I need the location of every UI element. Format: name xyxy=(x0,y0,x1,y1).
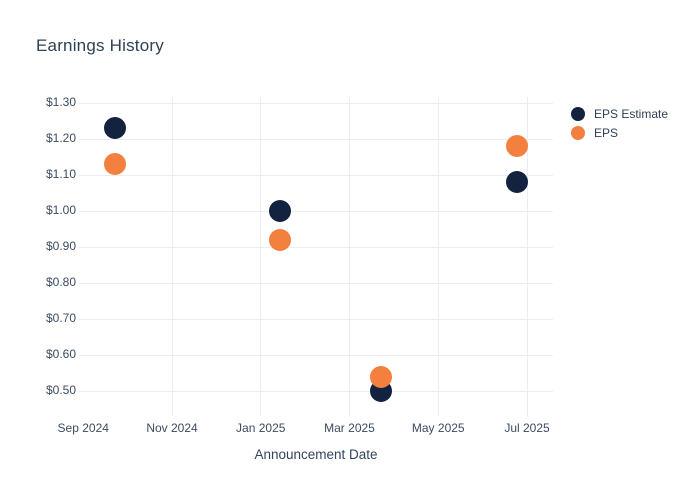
y-gridline xyxy=(79,210,553,212)
eps-estimate-marker-icon xyxy=(571,106,585,121)
legend-label-eps: EPS xyxy=(594,125,619,140)
x-tick-label: May 2025 xyxy=(411,421,465,435)
chart-title: Earnings History xyxy=(36,36,164,55)
x-tick-label: Mar 2025 xyxy=(324,421,375,435)
y-gridline xyxy=(79,138,553,140)
y-gridline xyxy=(79,354,553,356)
y-tick-label: $0.80 xyxy=(45,275,76,289)
y-tick-label: $0.70 xyxy=(45,311,76,325)
y-tick-label: $1.20 xyxy=(45,131,76,145)
y-gridline xyxy=(79,390,553,392)
x-axis-title: Announcement Date xyxy=(254,447,378,462)
x-tick-label: Jan 2025 xyxy=(236,421,286,435)
x-gridline xyxy=(526,97,528,416)
y-gridline xyxy=(79,318,553,320)
y-tick-label: $0.60 xyxy=(45,347,76,361)
legend-label-eps-estimate: EPS Estimate xyxy=(594,106,669,121)
y-tick-label: $1.10 xyxy=(45,167,76,181)
y-tick-label: $0.50 xyxy=(45,383,76,397)
legend-item-eps[interactable]: EPS xyxy=(568,123,668,142)
point-eps-estimate-3[interactable] xyxy=(505,171,528,194)
eps-marker-icon xyxy=(571,125,585,140)
y-tick-label: $1.00 xyxy=(45,203,76,217)
x-gridline xyxy=(437,97,439,416)
x-tick-label: Sep 2024 xyxy=(57,421,109,435)
legend: EPS Estimate EPS xyxy=(568,104,668,142)
y-gridline xyxy=(79,102,553,104)
y-gridline xyxy=(79,282,553,284)
point-eps-1[interactable] xyxy=(268,228,291,251)
y-gridline xyxy=(79,174,553,176)
point-eps-estimate-1[interactable] xyxy=(268,200,291,222)
x-tick-label: Nov 2024 xyxy=(146,421,198,435)
legend-item-eps-estimate[interactable]: EPS Estimate xyxy=(568,104,668,123)
point-eps-3[interactable] xyxy=(505,135,528,158)
x-tick-label: Jul 2025 xyxy=(504,421,550,435)
point-eps-estimate-0[interactable] xyxy=(104,117,127,140)
point-eps-2[interactable] xyxy=(370,365,392,388)
x-gridline xyxy=(171,97,173,416)
y-tick-label: $1.30 xyxy=(45,95,76,109)
x-gridline xyxy=(260,97,262,416)
point-eps-0[interactable] xyxy=(104,153,127,176)
y-tick-label: $0.90 xyxy=(45,239,76,253)
y-gridline xyxy=(79,246,553,248)
x-gridline xyxy=(349,97,350,416)
